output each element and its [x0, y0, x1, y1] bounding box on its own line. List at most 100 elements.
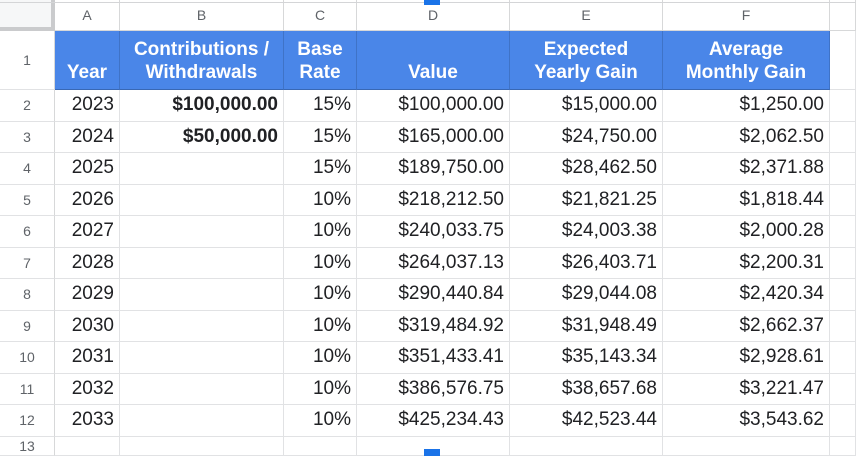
cell-A11[interactable]: 2032	[55, 373, 120, 405]
cell-F5[interactable]: $1,818.44	[663, 184, 830, 216]
cell-G9[interactable]	[830, 310, 856, 342]
cell-C13[interactable]	[284, 436, 357, 456]
cell-B10[interactable]	[120, 342, 284, 374]
cell-G3[interactable]	[830, 121, 856, 153]
cell-D6[interactable]: $240,033.75	[357, 216, 510, 248]
cell-A1-year-header[interactable]: Year	[55, 31, 120, 90]
cell-B7[interactable]	[120, 247, 284, 279]
cell-F12[interactable]: $3,543.62	[663, 405, 830, 437]
row-header-5[interactable]: 5	[0, 184, 55, 216]
cell-D1-value-header[interactable]: Value	[357, 31, 510, 90]
row-header-8[interactable]: 8	[0, 279, 55, 311]
cell-E11[interactable]: $38,657.68	[510, 373, 663, 405]
cell-F9[interactable]: $2,662.37	[663, 310, 830, 342]
cell-D8[interactable]: $290,440.84	[357, 279, 510, 311]
cell-A6[interactable]: 2027	[55, 216, 120, 248]
cell-C1-base-rate-header[interactable]: Base Rate	[284, 31, 357, 90]
cell-G11[interactable]	[830, 373, 856, 405]
column-header-b[interactable]: B	[120, 0, 284, 31]
cell-D11[interactable]: $386,576.75	[357, 373, 510, 405]
cell-F2[interactable]: $1,250.00	[663, 90, 830, 122]
cell-G8[interactable]	[830, 279, 856, 311]
row-header-12[interactable]: 12	[0, 405, 55, 437]
cell-C8[interactable]: 10%	[284, 279, 357, 311]
cell-A13[interactable]	[55, 436, 120, 456]
cell-F3[interactable]: $2,062.50	[663, 121, 830, 153]
cell-A5[interactable]: 2026	[55, 184, 120, 216]
cell-G12[interactable]	[830, 405, 856, 437]
cell-G5[interactable]	[830, 184, 856, 216]
column-header-g[interactable]	[830, 0, 856, 31]
column-header-d[interactable]: D	[357, 0, 510, 31]
cell-E8[interactable]: $29,044.08	[510, 279, 663, 311]
column-header-f[interactable]: F	[663, 0, 830, 31]
cell-F8[interactable]: $2,420.34	[663, 279, 830, 311]
cell-G7[interactable]	[830, 247, 856, 279]
cell-G1[interactable]	[830, 31, 856, 90]
row-header-7[interactable]: 7	[0, 247, 55, 279]
cell-E3[interactable]: $24,750.00	[510, 121, 663, 153]
cell-B12[interactable]	[120, 405, 284, 437]
cell-F11[interactable]: $3,221.47	[663, 373, 830, 405]
row-header-9[interactable]: 9	[0, 310, 55, 342]
cell-D2[interactable]: $100,000.00	[357, 90, 510, 122]
cell-A9[interactable]: 2030	[55, 310, 120, 342]
cell-B8[interactable]	[120, 279, 284, 311]
cell-E13[interactable]	[510, 436, 663, 456]
row-header-3[interactable]: 3	[0, 121, 55, 153]
cell-D7[interactable]: $264,037.13	[357, 247, 510, 279]
cell-B13[interactable]	[120, 436, 284, 456]
row-header-6[interactable]: 6	[0, 216, 55, 248]
cell-E9[interactable]: $31,948.49	[510, 310, 663, 342]
cell-D10[interactable]: $351,433.41	[357, 342, 510, 374]
cell-F7[interactable]: $2,200.31	[663, 247, 830, 279]
column-header-c[interactable]: C	[284, 0, 357, 31]
cell-D9[interactable]: $319,484.92	[357, 310, 510, 342]
cell-G4[interactable]	[830, 153, 856, 185]
cell-E12[interactable]: $42,523.44	[510, 405, 663, 437]
cell-G13[interactable]	[830, 436, 856, 456]
cell-A2[interactable]: 2023	[55, 90, 120, 122]
cell-G10[interactable]	[830, 342, 856, 374]
row-header-1[interactable]: 1	[0, 31, 55, 90]
cell-D4[interactable]: $189,750.00	[357, 153, 510, 185]
cell-B9[interactable]	[120, 310, 284, 342]
cell-C5[interactable]: 10%	[284, 184, 357, 216]
cell-B4[interactable]	[120, 153, 284, 185]
cell-C10[interactable]: 10%	[284, 342, 357, 374]
cell-A10[interactable]: 2031	[55, 342, 120, 374]
cell-C9[interactable]: 10%	[284, 310, 357, 342]
cell-B3[interactable]: $50,000.00	[120, 121, 284, 153]
cell-C12[interactable]: 10%	[284, 405, 357, 437]
cell-B2[interactable]: $100,000.00	[120, 90, 284, 122]
cell-A8[interactable]: 2029	[55, 279, 120, 311]
cell-F1-average-monthly-gain-header[interactable]: Average Monthly Gain	[663, 31, 830, 90]
cell-E4[interactable]: $28,462.50	[510, 153, 663, 185]
cell-D12[interactable]: $425,234.43	[357, 405, 510, 437]
cell-D3[interactable]: $165,000.00	[357, 121, 510, 153]
cell-E5[interactable]: $21,821.25	[510, 184, 663, 216]
cell-A12[interactable]: 2033	[55, 405, 120, 437]
column-header-a[interactable]: A	[55, 0, 120, 31]
cell-C3[interactable]: 15%	[284, 121, 357, 153]
row-header-2[interactable]: 2	[0, 90, 55, 122]
select-all-corner[interactable]	[0, 0, 55, 31]
cell-B5[interactable]	[120, 184, 284, 216]
cell-C6[interactable]: 10%	[284, 216, 357, 248]
cell-B11[interactable]	[120, 373, 284, 405]
cell-A3[interactable]: 2024	[55, 121, 120, 153]
column-header-e[interactable]: E	[510, 0, 663, 31]
row-header-11[interactable]: 11	[0, 373, 55, 405]
cell-A4[interactable]: 2025	[55, 153, 120, 185]
cell-D5[interactable]: $218,212.50	[357, 184, 510, 216]
cell-E10[interactable]: $35,143.34	[510, 342, 663, 374]
cell-A7[interactable]: 2028	[55, 247, 120, 279]
cell-F6[interactable]: $2,000.28	[663, 216, 830, 248]
cell-C11[interactable]: 10%	[284, 373, 357, 405]
row-header-10[interactable]: 10	[0, 342, 55, 374]
cell-E1-expected-yearly-gain-header[interactable]: Expected Yearly Gain	[510, 31, 663, 90]
cell-C7[interactable]: 10%	[284, 247, 357, 279]
cell-E2[interactable]: $15,000.00	[510, 90, 663, 122]
cell-G6[interactable]	[830, 216, 856, 248]
cell-E6[interactable]: $24,003.38	[510, 216, 663, 248]
